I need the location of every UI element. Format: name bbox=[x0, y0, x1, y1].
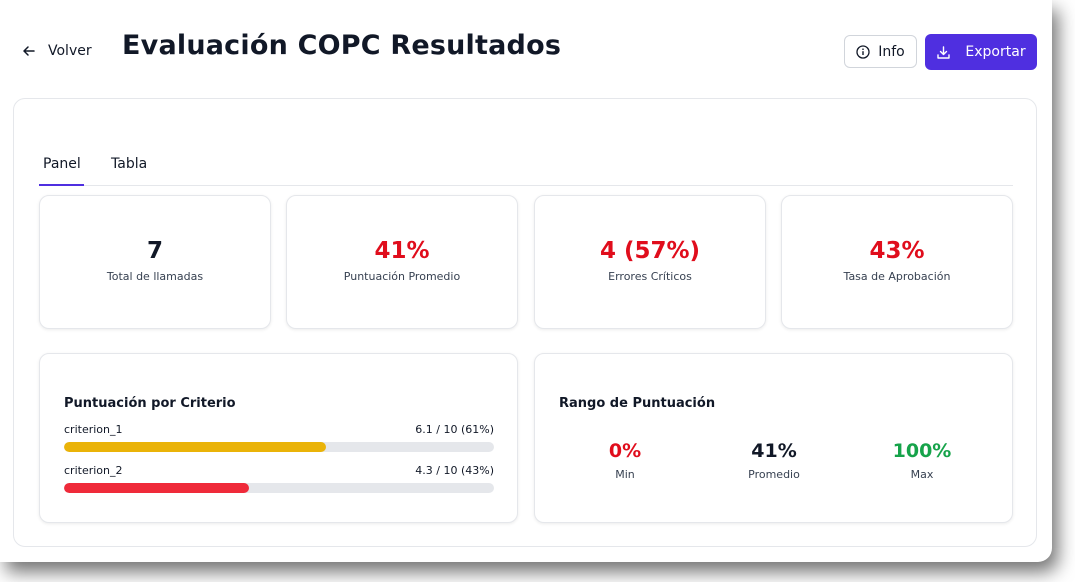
panel-title: Rango de Puntuación bbox=[559, 396, 716, 411]
criteria-score-panel: Puntuación por Criterio criterion_1 6.1 … bbox=[39, 353, 518, 523]
arrow-left-icon bbox=[23, 46, 35, 56]
tab-panel[interactable]: Panel bbox=[39, 154, 84, 186]
stat-value: 7 bbox=[146, 238, 163, 264]
stat-label: Tasa de Aprobación bbox=[843, 270, 951, 283]
tab-bar: Panel Tabla bbox=[39, 154, 1013, 186]
page-title: Evaluación COPC Resultados bbox=[122, 30, 562, 61]
results-card: Panel Tabla 7 Total de llamadas 41% Punt… bbox=[13, 98, 1037, 547]
criterion-name: criterion_1 bbox=[64, 423, 123, 436]
criterion-row: criterion_1 6.1 / 10 (61%) bbox=[64, 423, 494, 452]
range-average-label: Promedio bbox=[748, 468, 800, 481]
stat-value: 41% bbox=[374, 238, 430, 264]
stat-card-critical-errors: 4 (57%) Errores Críticos bbox=[534, 195, 766, 329]
progress-fill bbox=[64, 483, 249, 493]
progress-fill bbox=[64, 442, 327, 452]
stat-value: 4 (57%) bbox=[599, 238, 701, 264]
range-min-value: 0% bbox=[608, 440, 642, 462]
info-button[interactable]: Info bbox=[844, 35, 917, 68]
criterion-name: criterion_2 bbox=[64, 464, 123, 477]
criterion-row: criterion_2 4.3 / 10 (43%) bbox=[64, 464, 494, 493]
range-max: 100% Max bbox=[862, 440, 982, 481]
export-button[interactable]: Exportar bbox=[925, 34, 1037, 70]
page-header: Volver Evaluación COPC Resultados Info E… bbox=[0, 0, 1052, 98]
stat-card-total-calls: 7 Total de llamadas bbox=[39, 195, 271, 329]
range-average-value: 41% bbox=[751, 440, 797, 462]
app-window: Volver Evaluación COPC Resultados Info E… bbox=[0, 0, 1052, 547]
export-label: Exportar bbox=[965, 44, 1026, 60]
stat-card-average-score: 41% Puntuación Promedio bbox=[286, 195, 518, 329]
criterion-score: 4.3 / 10 (43%) bbox=[415, 464, 494, 477]
tab-tabla[interactable]: Tabla bbox=[111, 156, 148, 172]
stat-card-approval-rate: 43% Tasa de Aprobación bbox=[781, 195, 1013, 329]
info-label: Info bbox=[878, 43, 905, 60]
info-icon bbox=[856, 44, 870, 59]
stat-value: 43% bbox=[869, 238, 925, 264]
stat-label: Total de llamadas bbox=[106, 270, 204, 283]
progress-track bbox=[64, 483, 494, 493]
download-icon bbox=[937, 45, 951, 59]
range-min: 0% Min bbox=[565, 440, 685, 481]
range-max-value: 100% bbox=[892, 440, 952, 462]
criterion-score: 6.1 / 10 (61%) bbox=[415, 423, 494, 436]
progress-track bbox=[64, 442, 494, 452]
back-label: Volver bbox=[48, 43, 92, 59]
panel-title: Puntuación por Criterio bbox=[64, 396, 236, 411]
score-range-panel: Rango de Puntuación 0% Min 41% Promedio … bbox=[534, 353, 1013, 523]
stat-label: Puntuación Promedio bbox=[343, 270, 461, 283]
stat-label: Errores Críticos bbox=[608, 270, 692, 283]
range-min-label: Min bbox=[615, 468, 635, 481]
range-average: 41% Promedio bbox=[714, 440, 834, 481]
back-button[interactable]: Volver bbox=[22, 40, 92, 62]
range-max-label: Max bbox=[910, 468, 934, 481]
